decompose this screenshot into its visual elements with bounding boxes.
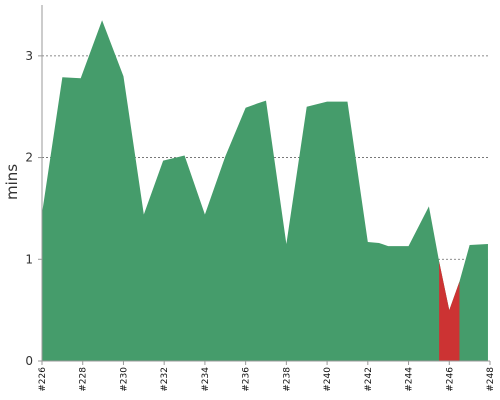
axes <box>41 5 490 362</box>
x-tick-labels: #226 #228 #230 #232 #234 #236 #238 #240 #242 #244… <box>38 361 496 392</box>
x-tick-label: #230 <box>119 367 129 392</box>
y-tick-label: 1 <box>25 252 33 266</box>
x-tick-label: #236 <box>242 367 252 392</box>
x-tick-label: #242 <box>364 367 374 392</box>
y-tick-label: 3 <box>25 49 33 63</box>
area-fill <box>42 20 488 362</box>
y-tick-label: 0 <box>25 354 33 368</box>
x-tick-label: #234 <box>201 367 211 392</box>
highlight-area <box>439 261 460 361</box>
x-tick-label: #248 <box>486 367 496 392</box>
x-tick-label: #244 <box>405 367 415 392</box>
x-tick-label: #246 <box>445 367 455 392</box>
x-tick-label: #238 <box>282 367 292 392</box>
y-tick-labels: 0 1 2 3 <box>25 49 42 368</box>
x-tick-label: #232 <box>160 367 170 392</box>
x-tick-label: #228 <box>79 367 89 392</box>
x-tick-label: #226 <box>38 367 48 392</box>
area-series <box>42 20 488 362</box>
y-axis-label: mins <box>3 164 21 200</box>
x-tick-label: #240 <box>323 367 333 392</box>
y-tick-label: 2 <box>25 151 33 165</box>
